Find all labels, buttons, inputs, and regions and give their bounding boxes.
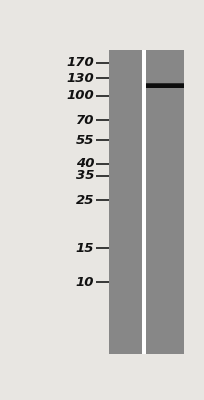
Text: 35: 35 — [76, 169, 94, 182]
Bar — [146, 83, 184, 88]
Text: 10: 10 — [76, 276, 94, 288]
Text: 100: 100 — [67, 89, 94, 102]
Text: 170: 170 — [67, 56, 94, 69]
Text: 130: 130 — [67, 72, 94, 85]
Text: 40: 40 — [76, 157, 94, 170]
Text: 70: 70 — [76, 114, 94, 127]
Text: 15: 15 — [76, 242, 94, 255]
Bar — [146, 50, 184, 354]
Bar — [146, 83, 184, 84]
Bar — [142, 50, 146, 354]
Text: 25: 25 — [76, 194, 94, 207]
Bar — [109, 50, 142, 354]
Text: 55: 55 — [76, 134, 94, 147]
